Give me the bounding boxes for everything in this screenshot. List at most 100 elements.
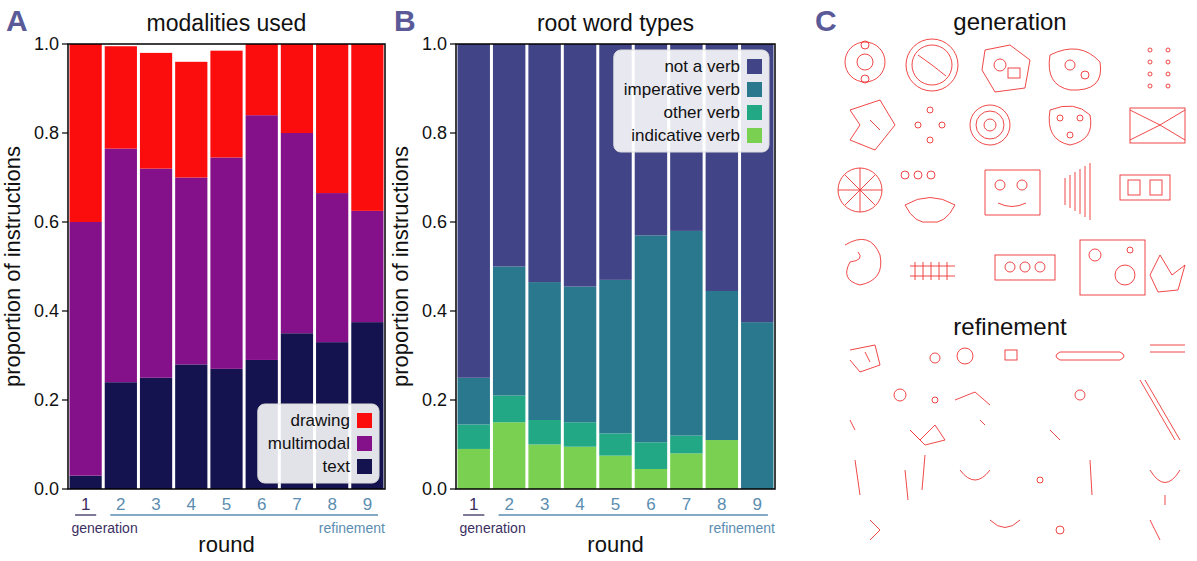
y-tick-label: 0.0 — [422, 479, 447, 499]
sketch — [1017, 180, 1027, 190]
bar — [70, 44, 102, 222]
sketch — [1050, 430, 1060, 440]
sketch — [1130, 108, 1185, 143]
sketch — [1035, 262, 1045, 272]
sketch — [850, 100, 895, 150]
y-tick-label: 1.0 — [34, 34, 59, 54]
x-tick-label: 7 — [682, 495, 691, 514]
x-tick-label: 2 — [504, 495, 513, 514]
bar — [70, 476, 102, 489]
bar — [140, 169, 172, 378]
sketch — [1150, 255, 1185, 292]
bar — [564, 287, 596, 423]
sketch — [985, 170, 1040, 215]
legend-swatch — [747, 105, 762, 120]
sketch — [850, 420, 855, 430]
sketch — [1056, 526, 1064, 534]
sketch — [1166, 84, 1170, 88]
legend-swatch — [357, 459, 372, 474]
sketch — [995, 180, 1005, 190]
bar — [351, 44, 383, 211]
bar — [175, 364, 207, 489]
panel-title: refinement — [953, 313, 1067, 340]
sketch — [1150, 470, 1180, 505]
sketch — [927, 107, 933, 113]
bar — [70, 222, 102, 476]
sketch — [1089, 249, 1101, 261]
sketch — [1065, 60, 1075, 70]
legend-label: imperative verb — [624, 80, 740, 99]
sketch — [912, 45, 952, 85]
bar — [493, 44, 525, 267]
sketch — [976, 111, 1004, 139]
y-tick-label: 0.8 — [422, 123, 447, 143]
sketch — [1075, 390, 1085, 400]
bar — [599, 456, 631, 489]
legend: not a verbimperative verbother verbindic… — [614, 50, 769, 152]
sketch — [1056, 352, 1124, 360]
sketch — [939, 262, 940, 280]
sketch — [838, 168, 882, 212]
bar — [493, 396, 525, 423]
sketch — [1085, 166, 1086, 217]
sketch — [990, 520, 1020, 528]
group-line — [463, 514, 484, 515]
bar — [635, 469, 667, 489]
sketch — [960, 470, 990, 480]
sketch — [982, 45, 1030, 92]
sketch — [930, 353, 940, 363]
x-axis-title: round — [587, 532, 643, 557]
bar — [493, 267, 525, 396]
bar — [635, 235, 667, 442]
bar — [351, 211, 383, 322]
sketch — [1148, 48, 1152, 52]
x-tick-label: 9 — [753, 495, 762, 514]
x-tick-label: 9 — [363, 495, 372, 514]
x-tick-label: 3 — [151, 495, 160, 514]
sketches — [838, 39, 1185, 540]
bar — [564, 422, 596, 446]
y-tick-label: 0.6 — [34, 212, 59, 232]
bar — [564, 447, 596, 489]
y-tick — [62, 310, 68, 311]
group-label: refinement — [319, 520, 385, 536]
sketch — [1090, 460, 1092, 495]
x-axis-title: round — [198, 532, 254, 557]
sketch — [1140, 380, 1175, 440]
bar — [175, 62, 207, 178]
y-tick — [62, 399, 68, 400]
sketch — [957, 348, 973, 364]
legend-box — [258, 404, 379, 483]
bars — [70, 44, 384, 489]
bar — [105, 149, 137, 383]
sketch — [998, 203, 1026, 207]
sketch — [1067, 132, 1073, 138]
legend-swatch — [747, 128, 762, 143]
sketch — [905, 198, 955, 223]
sketch — [1145, 380, 1180, 440]
group-label: generation — [72, 520, 138, 536]
bar — [210, 51, 242, 158]
bar — [528, 282, 560, 420]
sketch — [995, 255, 1055, 280]
panel: Amodalities used0.00.20.40.60.81.0propor… — [0, 4, 385, 557]
panel: Broot word types0.00.20.40.60.81.0propor… — [388, 4, 775, 557]
sketch — [905, 455, 925, 500]
sketch — [1148, 60, 1152, 64]
sketch — [1120, 175, 1170, 200]
bar — [458, 44, 490, 378]
sketch — [1166, 72, 1170, 76]
bar — [564, 44, 596, 287]
group-line — [75, 514, 96, 515]
frame — [68, 44, 385, 489]
legend: drawingmultimodaltext — [258, 404, 379, 483]
panel-c: Cgenerationrefinement — [815, 4, 1185, 540]
sketch — [915, 122, 921, 128]
y-tick-label: 0.4 — [34, 301, 59, 321]
sketch — [1008, 68, 1020, 78]
legend-label: indicative verb — [631, 126, 740, 145]
x-tick-label: 1 — [469, 495, 478, 514]
bar — [706, 440, 738, 489]
bar — [528, 420, 560, 444]
y-tick — [450, 43, 456, 44]
